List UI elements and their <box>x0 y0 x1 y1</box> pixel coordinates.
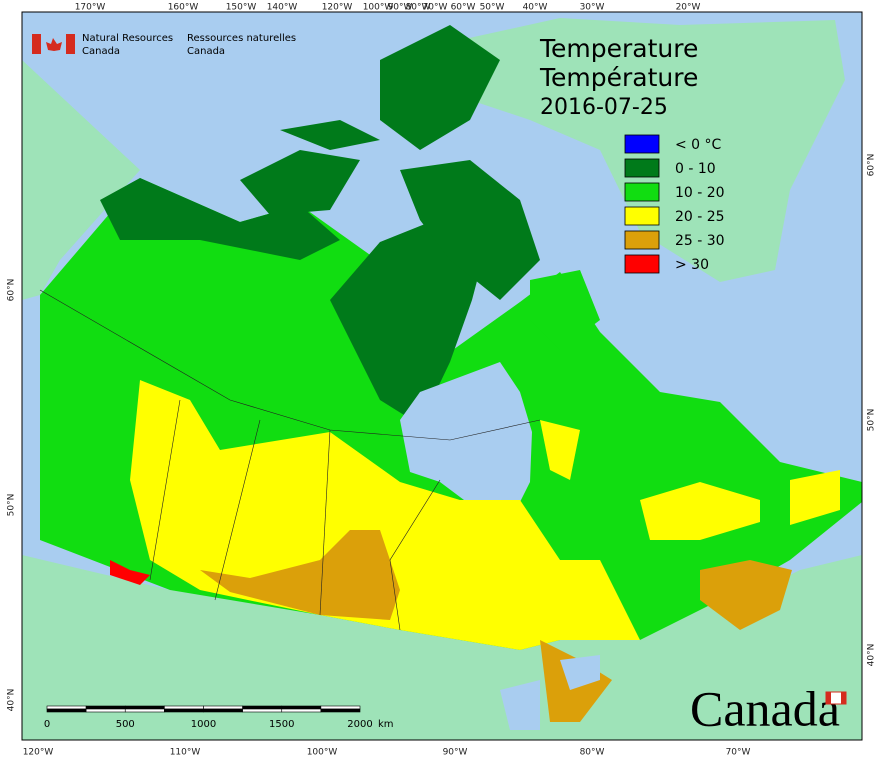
great-lakes <box>560 655 600 690</box>
graticule-label: 170°W <box>75 3 106 13</box>
arctic-island <box>400 160 540 300</box>
border <box>319 429 331 616</box>
graticule-label: 40°N <box>867 644 877 667</box>
great-lakes <box>500 680 540 730</box>
scale-label: 0 <box>44 719 50 730</box>
scale-segment <box>46 705 87 710</box>
graticule-label: 40°W <box>523 3 548 13</box>
scale-segment <box>124 708 165 713</box>
graticule-label: 40°N <box>7 689 17 712</box>
graticule-label: 60°W <box>451 3 476 13</box>
graticule-label: 140°W <box>267 3 298 13</box>
legend-label: 10 - 20 <box>675 185 725 201</box>
legend-label: 25 - 30 <box>675 233 725 249</box>
date: 2016-07-25 <box>540 95 668 120</box>
scale-segment <box>242 705 283 710</box>
zone-20-25 <box>540 420 580 480</box>
graticule-label: 60°N <box>867 154 877 177</box>
scale-unit: km <box>378 719 394 730</box>
graticule-label: 50°N <box>867 409 877 432</box>
scale-label: 1000 <box>191 719 216 730</box>
arctic-island <box>280 120 380 150</box>
graticule-label: 90°W <box>388 3 413 13</box>
legend-swatch <box>624 182 660 202</box>
org-fr: Canada <box>187 46 225 57</box>
scale-segment <box>46 708 87 713</box>
legend-label: < 0 °C <box>675 137 722 153</box>
org-en: Canada <box>82 46 120 57</box>
scale-segment <box>281 705 322 710</box>
arctic-island <box>240 150 360 215</box>
zone-25-30 <box>700 560 792 630</box>
scale-segment <box>320 708 361 713</box>
logo-flag <box>66 34 75 54</box>
legend-label: 0 - 10 <box>675 161 716 177</box>
legend-label: 20 - 25 <box>675 209 725 225</box>
graticule-label: 50°N <box>7 494 17 517</box>
border <box>214 419 261 601</box>
zone-20-25 <box>640 482 760 540</box>
arctic-island <box>380 25 500 150</box>
legend-swatch <box>624 230 660 250</box>
scale-label: 1500 <box>269 719 294 730</box>
logo-leaf <box>46 38 62 51</box>
legend-label: > 30 <box>675 257 709 273</box>
scale-segment <box>242 708 283 713</box>
scale-segment <box>203 705 243 710</box>
wordmark: Canada <box>690 680 840 736</box>
graticule-label: 110°W <box>170 748 201 758</box>
usa <box>22 555 862 740</box>
graticule-label: 30°W <box>580 3 605 13</box>
scale-segment <box>203 708 243 713</box>
graticule-label: 100°W <box>307 748 338 758</box>
scale-segment <box>85 705 126 710</box>
scale-label: 500 <box>116 719 135 730</box>
scale-segment <box>164 705 204 710</box>
graticule-label: 120°W <box>23 748 54 758</box>
graticule-label: 100°W <box>363 3 394 13</box>
graticule-label: 160°W <box>168 3 199 13</box>
border <box>149 399 181 581</box>
scale-segment <box>164 708 204 713</box>
graticule-label: 60°N <box>7 279 17 302</box>
org-en: Natural Resources <box>82 33 173 44</box>
graticule-label: 80°W <box>580 748 605 758</box>
legend-swatch <box>624 206 660 226</box>
legend-swatch <box>624 158 660 178</box>
hudson-bay <box>400 362 532 522</box>
alaska <box>22 60 140 300</box>
baffin-south <box>530 270 600 350</box>
title: Température <box>539 63 698 92</box>
graticule-label: 120°W <box>322 3 353 13</box>
zone-0-10 <box>100 178 340 260</box>
border <box>389 479 441 631</box>
legend-swatch <box>624 134 660 154</box>
graticule-label: 70°W <box>726 748 751 758</box>
zone-25-30 <box>200 530 400 620</box>
scale-segment <box>281 708 322 713</box>
zone-0-10 <box>330 222 482 425</box>
title: Temperature <box>539 34 698 63</box>
zone-hot <box>110 560 150 585</box>
graticule-label: 150°W <box>226 3 257 13</box>
scale-segment <box>85 708 126 713</box>
wordmark-flag <box>841 692 846 704</box>
scale-segment <box>320 705 361 710</box>
scale-segment <box>124 705 165 710</box>
org-fr: Ressources naturelles <box>187 33 296 44</box>
wordmark-flag <box>826 692 831 704</box>
graticule-label: 70°W <box>423 3 448 13</box>
graticule-label: 80°W <box>406 3 431 13</box>
newfoundland <box>790 470 840 525</box>
legend-swatch <box>624 254 660 274</box>
logo-flag <box>32 34 41 54</box>
graticule-label: 90°W <box>443 748 468 758</box>
graticule-label: 20°W <box>676 3 701 13</box>
graticule-label: 50°W <box>480 3 505 13</box>
frame <box>21 11 863 741</box>
scale-label: 2000 <box>347 719 372 730</box>
